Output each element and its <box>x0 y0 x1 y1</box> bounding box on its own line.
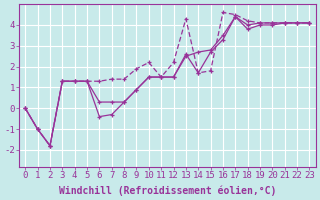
X-axis label: Windchill (Refroidissement éolien,°C): Windchill (Refroidissement éolien,°C) <box>59 185 276 196</box>
